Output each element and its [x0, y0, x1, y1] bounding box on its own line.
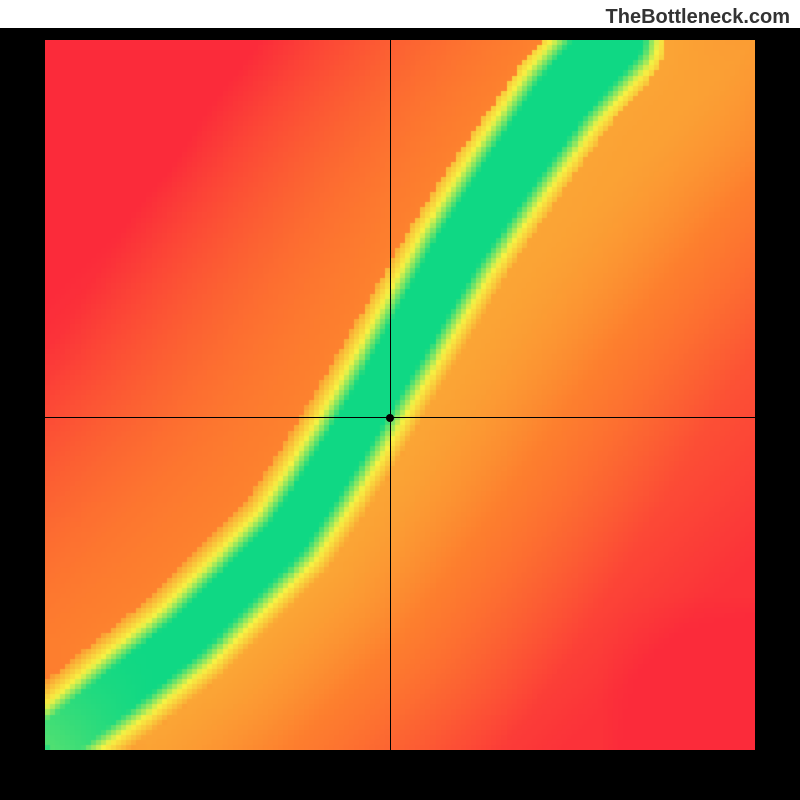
heatmap-canvas	[45, 40, 755, 750]
crosshair-horizontal	[45, 417, 755, 418]
heatmap-plot	[45, 40, 755, 750]
crosshair-vertical	[390, 40, 391, 750]
marker-dot	[386, 414, 394, 422]
watermark-text: TheBottleneck.com	[606, 6, 790, 29]
chart-outer-frame	[0, 28, 800, 800]
container: TheBottleneck.com	[0, 0, 800, 800]
